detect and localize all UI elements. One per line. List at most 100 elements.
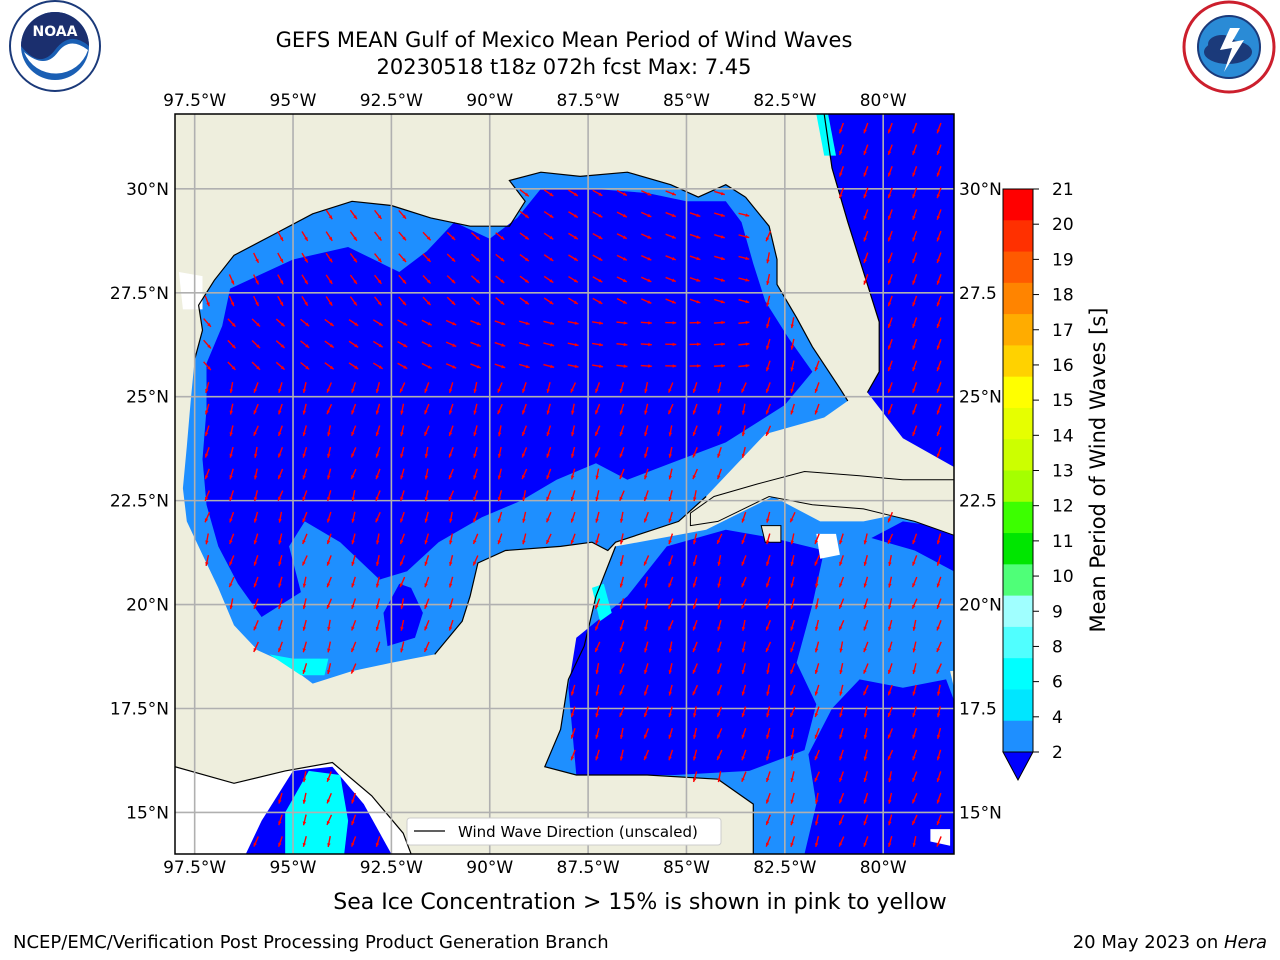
wave-arrow-head [790, 712, 794, 717]
wave-arrow-head [887, 539, 892, 544]
wave-arrow-head [839, 670, 843, 674]
wave-arrow-head [815, 626, 819, 631]
wave-arrow-head [302, 561, 306, 566]
wave-arrow-head [403, 343, 408, 347]
wave-arrow-head [570, 388, 574, 393]
wave-arrow-head [253, 626, 257, 631]
wave-arrow-head [717, 778, 721, 783]
wave-arrow-head [448, 453, 453, 458]
wave-arrow-head [814, 756, 818, 761]
wave-arrow-head [668, 691, 672, 696]
wave-arrow-head [570, 540, 575, 544]
wave-arrow-head [327, 540, 331, 545]
wave-arrow-head [550, 343, 555, 347]
wave-arrow-head [328, 280, 333, 284]
wave-arrow-head [766, 367, 770, 372]
wave-arrow-head [451, 279, 456, 284]
wave-arrow-head [937, 691, 941, 696]
wave-arrow-head [595, 497, 599, 501]
wave-arrow-head [375, 626, 380, 631]
wave-arrow-head [766, 821, 770, 825]
wave-arrow-head [279, 280, 284, 285]
wave-arrow-head [549, 300, 554, 305]
wave-arrow-head [424, 648, 428, 652]
wave-arrow-head [326, 799, 331, 804]
wave-arrow-head [888, 302, 892, 307]
wave-arrow-head [936, 453, 940, 458]
wave-arrow-head [790, 410, 794, 415]
wave-arrow-head [280, 344, 285, 348]
wave-arrow-head [741, 561, 745, 566]
wave-arrow-head [302, 648, 306, 653]
wave-arrow-head [696, 235, 701, 239]
wave-arrow-head [936, 237, 940, 242]
wave-arrow-head [230, 302, 234, 307]
wave-arrow-head [475, 236, 480, 240]
wave-arrow-head [839, 799, 843, 804]
wave-arrow-head [622, 300, 627, 304]
wave-arrow-head [229, 561, 233, 566]
wave-arrow-head [302, 453, 306, 458]
colorbar-tick-label: 19 [1052, 250, 1074, 270]
wave-arrow-head [497, 475, 502, 480]
wave-arrow-head [497, 410, 501, 415]
wave-arrow-head [692, 778, 697, 782]
wave-arrow-head [936, 388, 940, 393]
wave-arrow-head [671, 235, 676, 239]
wave-arrow-head [302, 539, 306, 544]
wave-arrow-head [644, 518, 648, 523]
wave-arrow-head [668, 734, 672, 739]
wave-arrow-head [814, 734, 818, 739]
wave-arrow-head [647, 213, 652, 217]
wave-arrow-head [741, 756, 745, 761]
wave-arrow-head [619, 475, 623, 480]
wave-arrow-head [623, 342, 628, 347]
wave-arrow-head [351, 561, 355, 566]
wave-arrow-head [741, 713, 745, 718]
wave-arrow-head [278, 626, 282, 631]
colorbar-tick-label: 4 [1052, 708, 1063, 728]
wave-arrow-head [204, 518, 209, 523]
wave-arrow-head [765, 237, 770, 242]
wave-arrow-head [327, 432, 331, 437]
wave-arrow-head [400, 453, 404, 458]
wave-arrow-head [672, 364, 677, 368]
wave-arrow-head [717, 734, 721, 739]
wave-arrow-head [500, 257, 505, 262]
wave-arrow-head [351, 799, 355, 804]
wave-arrow-head [476, 365, 481, 369]
wave-arrow-head [622, 235, 627, 239]
wave-arrow-head [720, 300, 725, 304]
wave-arrow-head [814, 648, 819, 653]
wave-arrow-head [549, 257, 554, 261]
wave-arrow-head [570, 496, 575, 501]
wave-arrow-head [647, 300, 652, 304]
wave-arrow-head [304, 258, 308, 263]
wave-arrow-head [741, 691, 746, 696]
wave-arrow-head [912, 670, 916, 674]
wave-arrow-head [912, 410, 916, 415]
wave-arrow-head [745, 278, 750, 282]
wave-arrow-head [595, 648, 599, 652]
wave-arrow-head [668, 756, 672, 761]
wave-arrow-head [888, 345, 892, 350]
wave-arrow-head [522, 388, 526, 393]
wave-arrow-head [717, 626, 721, 631]
wave-arrow-head [790, 367, 794, 372]
wave-arrow-head [253, 497, 258, 501]
wave-arrow-head [672, 321, 677, 325]
colorbar-segment [1003, 407, 1033, 440]
wave-arrow-head [692, 453, 696, 458]
wave-arrow-head [936, 172, 940, 177]
wave-arrow-head [936, 842, 940, 847]
wave-arrow-head [766, 324, 770, 328]
wave-arrow-head [647, 235, 652, 239]
wave-arrow-head [745, 235, 750, 239]
wave-arrow-head [839, 648, 843, 653]
wave-arrow-head [278, 453, 282, 458]
wave-arrow-head [524, 300, 529, 305]
wave-arrow-head [936, 302, 940, 307]
wave-arrow-head [912, 345, 916, 350]
deep-caribbean-east [804, 679, 954, 854]
wave-arrow-head [888, 583, 892, 588]
